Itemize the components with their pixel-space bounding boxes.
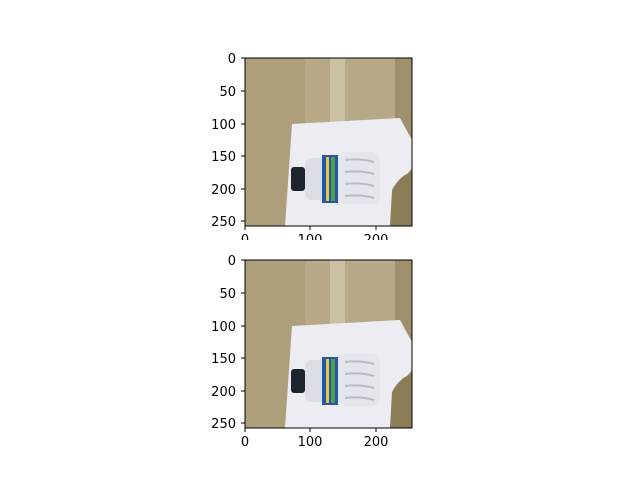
y-tick-label: 200 xyxy=(211,385,236,400)
y-tick-label: 250 xyxy=(211,215,236,230)
bottle-photo-bottom xyxy=(245,260,412,428)
x-axis-ticks-bottom: 0 100 200 xyxy=(241,428,389,450)
x-tick-label: 100 xyxy=(298,435,323,450)
y-tick-label: 150 xyxy=(211,150,236,165)
x-tick-label: 200 xyxy=(364,435,389,450)
y-tick-label: 100 xyxy=(211,118,236,133)
y-tick-label: 0 xyxy=(228,52,236,67)
x-tick-label: 0 xyxy=(241,435,249,450)
y-axis-ticks-bottom: 0 50 100 150 200 250 xyxy=(211,254,245,432)
bottle-photo-top xyxy=(245,58,412,226)
subplot-top: 0 50 100 150 200 250 0 100 200 xyxy=(211,52,413,240)
x-tick-label: 100 xyxy=(298,233,323,240)
x-tick-label: 0 xyxy=(241,233,249,240)
y-tick-label: 200 xyxy=(211,183,236,198)
y-tick-label: 100 xyxy=(211,320,236,335)
y-tick-label: 250 xyxy=(211,417,236,432)
y-tick-label: 150 xyxy=(211,352,236,367)
subplot-bottom: 0 50 100 150 200 250 0 100 200 xyxy=(0,200,640,450)
x-tick-label: 200 xyxy=(364,233,389,240)
y-tick-label: 0 xyxy=(228,254,236,269)
x-axis-ticks-top: 0 100 200 xyxy=(241,226,389,240)
subplot-bottom-svg: 0 50 100 150 200 250 0 100 200 xyxy=(211,254,413,450)
y-tick-label: 50 xyxy=(219,85,236,100)
y-axis-ticks-top: 0 50 100 150 200 250 xyxy=(211,52,245,230)
y-tick-label: 50 xyxy=(219,287,236,302)
subplot-top-svg: 0 50 100 150 200 250 0 100 200 xyxy=(211,52,413,240)
